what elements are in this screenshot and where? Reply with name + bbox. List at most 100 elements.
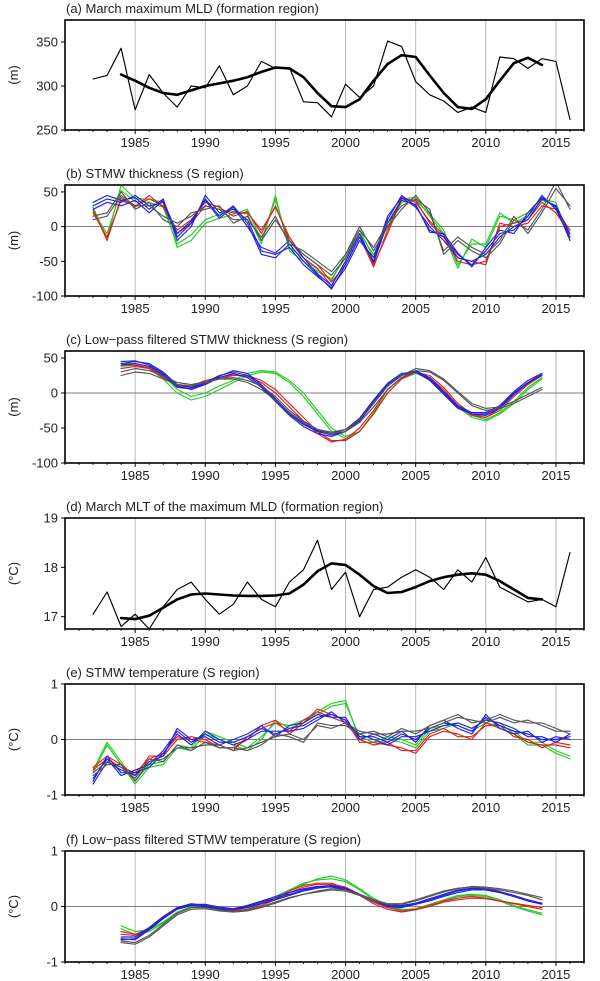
panel-c-xtick-label-2000: 2000 bbox=[331, 468, 360, 483]
panel-b-series-8-line bbox=[92, 185, 571, 276]
panel-a-xtick-label-2000: 2000 bbox=[331, 135, 360, 150]
panel-f-series-9-line bbox=[120, 885, 543, 945]
panel-a-xtick-label-2015: 2015 bbox=[541, 135, 570, 150]
panel-d-series-group bbox=[92, 539, 571, 629]
panel-e-series-9-line bbox=[92, 716, 571, 782]
panel-d-ytick-label-17: 17 bbox=[44, 609, 58, 624]
panel-c-series-7-line bbox=[120, 363, 543, 435]
panel-b-ylabel: (m) bbox=[6, 231, 21, 251]
panel-e-xtick-label-1985: 1985 bbox=[121, 800, 150, 815]
panel-d-xtick-label-2010: 2010 bbox=[471, 634, 500, 649]
panel-d-series-1-line bbox=[92, 539, 571, 629]
panel-a-ytick-label-300: 300 bbox=[36, 79, 58, 94]
panel-b-series-group bbox=[92, 185, 571, 290]
panel-f: (f) Low−pass filtered STMW temperature (… bbox=[6, 832, 585, 981]
panel-d-ytick-label-19: 19 bbox=[44, 511, 58, 526]
panel-f-series-7-line bbox=[120, 884, 543, 941]
panel-d-title: (d) March MLT of the maximum MLD (format… bbox=[66, 499, 383, 514]
panel-f-xtick-label-1985: 1985 bbox=[121, 967, 150, 981]
panel-c-series-group bbox=[120, 360, 543, 443]
panel-a-xtick-label-1995: 1995 bbox=[261, 135, 290, 150]
panel-b-xtick-label-2000: 2000 bbox=[331, 301, 360, 316]
panel-c-ytick-label-50: 50 bbox=[44, 351, 58, 366]
panel-a-series-2-line bbox=[119, 53, 544, 111]
panel-e-series-6-line bbox=[92, 711, 571, 782]
panel-f-frame bbox=[64, 850, 585, 963]
panel-e-ytick-label-0: 0 bbox=[51, 732, 58, 747]
panel-c-series-6-line bbox=[120, 360, 543, 437]
panel-e-ytick-label--1: -1 bbox=[46, 788, 58, 803]
panel-a-ytick-label-250: 250 bbox=[36, 123, 58, 138]
panel-d: (d) March MLT of the maximum MLD (format… bbox=[6, 499, 585, 649]
panel-b-xtick-label-1995: 1995 bbox=[261, 301, 290, 316]
panel-f-ylabel: (°C) bbox=[6, 895, 21, 918]
panel-b-series-6-line bbox=[92, 194, 571, 289]
panel-b-xtick-label-2010: 2010 bbox=[471, 301, 500, 316]
panel-c-series-3-line bbox=[120, 365, 543, 442]
panel-c-xtick-label-2010: 2010 bbox=[471, 468, 500, 483]
panel-e-frame bbox=[64, 683, 585, 796]
panel-f-xtick-label-2005: 2005 bbox=[401, 967, 430, 981]
panel-e-series-7-line bbox=[92, 713, 571, 785]
panel-e-series-3-line bbox=[92, 708, 571, 777]
panel-c-series-4-line bbox=[120, 364, 543, 443]
panel-b-ytick-label--50: -50 bbox=[39, 254, 58, 269]
panel-e-xtick-label-2015: 2015 bbox=[541, 800, 570, 815]
panel-b-series-9-line bbox=[92, 187, 571, 273]
panel-f-xtick-label-2010: 2010 bbox=[471, 967, 500, 981]
panel-e-series-1-line bbox=[92, 700, 571, 785]
panel-f-series-group bbox=[120, 875, 543, 945]
panel-e-title: (e) STMW temperature (S region) bbox=[66, 665, 260, 680]
panel-b-series-2-line bbox=[92, 190, 571, 280]
panel-c-ylabel: (m) bbox=[6, 397, 21, 417]
panel-a-series-1-line bbox=[92, 40, 571, 120]
panel-c-xtick-label-2015: 2015 bbox=[541, 468, 570, 483]
panel-c-ytick-label--50: -50 bbox=[39, 421, 58, 436]
panel-e-ytick-label-1: 1 bbox=[51, 677, 58, 692]
panel-c-xtick-label-1985: 1985 bbox=[121, 468, 150, 483]
panel-c-frame bbox=[64, 350, 585, 464]
panel-a-xtick-label-1990: 1990 bbox=[191, 135, 220, 150]
panel-f-series-2-line bbox=[120, 878, 543, 933]
panel-d-xtick-label-2000: 2000 bbox=[331, 634, 360, 649]
panel-c-series-5-line bbox=[120, 360, 543, 436]
panel-f-title: (f) Low−pass filtered STMW temperature (… bbox=[66, 832, 361, 847]
panel-c-series-1-line bbox=[120, 364, 543, 440]
panel-a-title: (a) March maximum MLD (formation region) bbox=[66, 1, 319, 16]
panel-a-ylabel: (m) bbox=[6, 65, 21, 85]
panel-c-ytick-label-0: 0 bbox=[51, 386, 58, 401]
panel-e-series-5-line bbox=[92, 713, 571, 779]
panel-b-ytick-label--100: -100 bbox=[32, 289, 58, 304]
panel-d-ylabel: (°C) bbox=[6, 562, 21, 585]
panel-c-series-9-line bbox=[120, 367, 543, 433]
panel-a-ytick-label-350: 350 bbox=[36, 35, 58, 50]
panel-e: (e) STMW temperature (S region) (°C) 1985 1… bbox=[6, 665, 585, 815]
panel-f-xtick-label-2015: 2015 bbox=[541, 967, 570, 981]
panel-d-xtick-label-2015: 2015 bbox=[541, 634, 570, 649]
panel-f-ytick-label-1: 1 bbox=[51, 844, 58, 859]
panel-c-title: (c) Low−pass filtered STMW thickness (S … bbox=[66, 332, 348, 347]
panel-e-xtick-label-2010: 2010 bbox=[471, 800, 500, 815]
panel-f-xtick-label-1995: 1995 bbox=[261, 967, 290, 981]
panel-e-xtick-label-1995: 1995 bbox=[261, 800, 290, 815]
panel-a-xtick-label-2005: 2005 bbox=[401, 135, 430, 150]
panel-e-series-8-line bbox=[92, 713, 571, 779]
panel-f-series-6-line bbox=[120, 885, 543, 941]
panel-c-series-2-line bbox=[120, 363, 543, 437]
panel-b-ytick-label-0: 0 bbox=[51, 219, 58, 234]
panel-b-frame bbox=[64, 184, 585, 297]
panel-b-series-7-line bbox=[92, 196, 571, 287]
panel-b-xtick-label-2005: 2005 bbox=[401, 301, 430, 316]
panel-f-ytick-label--1: -1 bbox=[46, 955, 58, 970]
panel-e-xtick-label-1990: 1990 bbox=[191, 800, 220, 815]
panel-c-ytick-label--100: -100 bbox=[32, 456, 58, 471]
panel-d-xtick-label-1995: 1995 bbox=[261, 634, 290, 649]
panel-a-xtick-label-2010: 2010 bbox=[471, 135, 500, 150]
panel-c-xtick-label-2005: 2005 bbox=[401, 468, 430, 483]
panel-d-xtick-label-1985: 1985 bbox=[121, 634, 150, 649]
panel-e-xtick-label-2000: 2000 bbox=[331, 800, 360, 815]
panel-a-frame bbox=[64, 19, 585, 131]
panel-d-xtick-label-2005: 2005 bbox=[401, 634, 430, 649]
panel-b-xtick-label-1985: 1985 bbox=[121, 301, 150, 316]
